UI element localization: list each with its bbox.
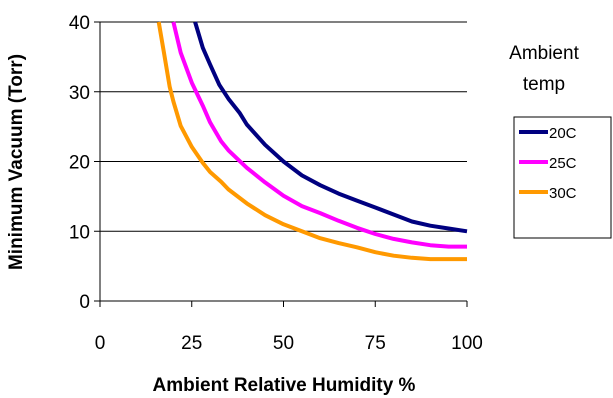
legend: Ambient temp 20C 25C 30C: [509, 43, 612, 239]
x-tick-label: 0: [95, 333, 106, 354]
x-tick-label: 100: [451, 333, 483, 354]
legend-title-line-2: temp: [523, 74, 565, 95]
y-tick-label: 0: [79, 292, 90, 313]
y-tick-label: 40: [69, 13, 90, 34]
y-axis: 0 10 20 30 40: [69, 13, 101, 313]
y-axis-title: Minimum Vacuum (Torr): [6, 54, 27, 270]
series-line-20c: [193, 21, 468, 234]
legend-box: [513, 116, 612, 239]
x-axis: 0 25 50 75 100: [95, 300, 483, 354]
y-tick-label: 30: [69, 83, 90, 104]
legend-title-line-1: Ambient: [509, 43, 579, 64]
x-tick-label: 50: [273, 333, 294, 354]
y-tick-label: 20: [69, 153, 90, 174]
x-tick-label: 75: [365, 333, 386, 354]
series-layer: [156, 21, 468, 262]
x-axis-title: Ambient Relative Humidity %: [153, 375, 416, 396]
series-line-30c: [156, 21, 467, 262]
grid-lines: [100, 21, 467, 232]
series-line-25c: [171, 21, 467, 249]
y-tick-label: 10: [69, 222, 90, 243]
legend-entries: 20C 25C 30C: [513, 116, 612, 239]
legend-label-20c: 20C: [549, 125, 577, 142]
legend-label-25c: 25C: [549, 155, 577, 172]
x-tick-label: 25: [181, 333, 202, 354]
legend-label-30c: 30C: [549, 185, 577, 202]
